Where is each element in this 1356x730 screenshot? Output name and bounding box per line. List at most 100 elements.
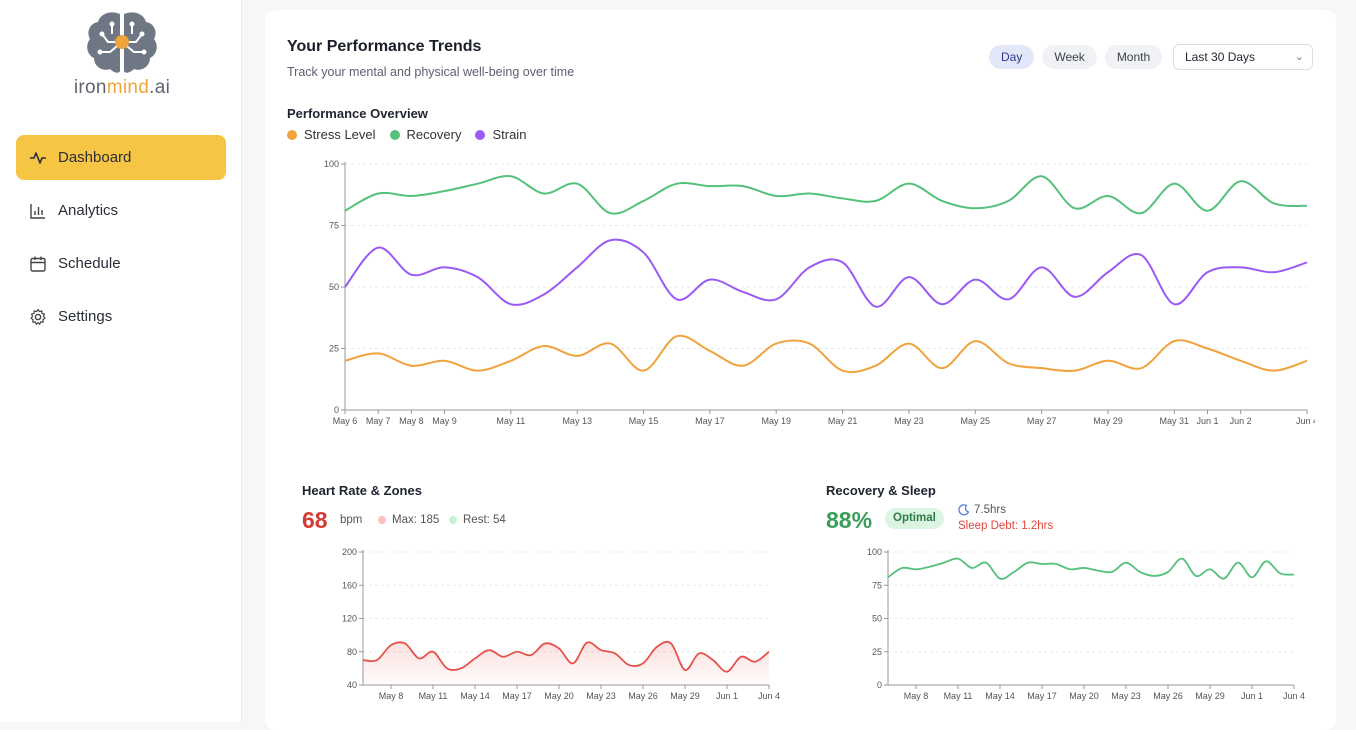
legend-label: Strain [492, 127, 526, 142]
recovery-title: Recovery & Sleep [826, 483, 936, 498]
y-tick-label: 100 [324, 159, 339, 169]
activity-icon [28, 148, 48, 168]
bar-chart-icon [28, 201, 48, 221]
performance-card: Your Performance Trends Track your menta… [265, 10, 1336, 730]
legend-item-strain[interactable]: Strain [475, 127, 526, 142]
x-tick-label: May 23 [1111, 691, 1141, 701]
heart-rate-chart: 40 80 120 160 200 May 8 May 11 May 14 May 17 May … [325, 545, 785, 711]
x-tick-label: May 20 [544, 691, 574, 701]
x-tick-label: May 19 [761, 416, 791, 426]
y-tick-label: 75 [329, 221, 339, 231]
toggle-month[interactable]: Month [1105, 45, 1162, 69]
y-tick-label: 160 [342, 580, 357, 590]
y-tick-label: 25 [872, 647, 882, 657]
x-tick-label: May 8 [379, 691, 404, 701]
x-tick-label: May 7 [366, 416, 391, 426]
x-tick-label: May 25 [961, 416, 991, 426]
x-tick-label: May 17 [695, 416, 725, 426]
y-tick-label: 80 [347, 647, 357, 657]
x-tick-label: May 9 [432, 416, 457, 426]
series-line-strain [345, 240, 1307, 307]
overview-legend: Stress Level Recovery Strain [287, 127, 526, 142]
overview-title: Performance Overview [287, 106, 428, 121]
rest-dot [449, 516, 457, 524]
sidebar-nav: Dashboard Analytics Schedule Settings [16, 135, 226, 347]
heart-rate-rest: Rest: 54 [449, 514, 506, 526]
x-tick-label: May 13 [562, 416, 592, 426]
series-line-stress-level [345, 336, 1307, 372]
toggle-week[interactable]: Week [1042, 45, 1096, 69]
x-tick-label: May 26 [1153, 691, 1183, 701]
x-tick-label: Jun 1 [716, 691, 738, 701]
max-label: Max: 185 [392, 514, 439, 526]
period-toggle-group: Day Week Month [989, 45, 1162, 69]
y-tick-label: 0 [334, 405, 339, 415]
x-tick-label: May 17 [502, 691, 532, 701]
x-tick-label: Jun 2 [1230, 416, 1252, 426]
y-tick-label: 100 [867, 547, 882, 557]
sidebar-item-label: Schedule [58, 255, 121, 272]
heart-rate-unit: bpm [340, 514, 362, 526]
legend-item-recovery[interactable]: Recovery [390, 127, 462, 142]
x-tick-label: May 11 [944, 691, 973, 701]
y-tick-label: 50 [872, 614, 882, 624]
sidebar-item-label: Settings [58, 308, 112, 325]
y-tick-label: 200 [342, 547, 357, 557]
x-tick-label: May 20 [1069, 691, 1099, 701]
y-tick-label: 75 [872, 580, 882, 590]
legend-dot [287, 130, 297, 140]
heart-rate-title: Heart Rate & Zones [302, 483, 422, 498]
x-tick-label: Jun 1 [1241, 691, 1263, 701]
x-tick-label: May 27 [1027, 416, 1057, 426]
max-dot [378, 516, 386, 524]
series-area [363, 642, 769, 685]
y-tick-label: 120 [342, 614, 357, 624]
rest-label: Rest: 54 [463, 514, 506, 526]
range-select-value: Last 30 Days [1185, 50, 1255, 64]
sidebar-item-analytics[interactable]: Analytics [16, 188, 226, 233]
brain-logo-icon [82, 8, 162, 76]
x-tick-label: May 8 [399, 416, 424, 426]
page-subtitle: Track your mental and physical well-bein… [287, 65, 574, 79]
legend-label: Recovery [407, 127, 462, 142]
x-tick-label: May 14 [985, 691, 1015, 701]
y-tick-label: 0 [877, 680, 882, 690]
moon-icon [958, 504, 970, 516]
x-tick-label: May 31 [1160, 416, 1190, 426]
range-select[interactable]: Last 30 Days ⌄ [1173, 44, 1313, 70]
x-tick-label: Jun 4 [758, 691, 780, 701]
recovery-value: 88% [826, 507, 872, 534]
brand-logo[interactable]: ironmind.ai [62, 8, 182, 108]
x-tick-label: May 29 [670, 691, 700, 701]
x-tick-label: May 11 [496, 416, 525, 426]
sidebar-item-schedule[interactable]: Schedule [16, 241, 226, 286]
sidebar-item-label: Analytics [58, 202, 118, 219]
x-tick-label: May 6 [333, 416, 358, 426]
x-tick-label: May 17 [1027, 691, 1057, 701]
y-tick-label: 40 [347, 680, 357, 690]
x-tick-label: May 14 [460, 691, 490, 701]
legend-item-stress[interactable]: Stress Level [287, 127, 376, 142]
sidebar-item-label: Dashboard [58, 149, 131, 166]
toggle-day[interactable]: Day [989, 45, 1034, 69]
x-tick-label: May 29 [1195, 691, 1225, 701]
legend-label: Stress Level [304, 127, 376, 142]
x-tick-label: Jun 1 [1196, 416, 1218, 426]
y-tick-label: 50 [329, 282, 339, 292]
series-line-main [888, 559, 1294, 579]
x-tick-label: Jun 4 [1296, 416, 1315, 426]
brand-name: ironmind.ai [62, 77, 182, 99]
x-tick-label: May 26 [628, 691, 658, 701]
sidebar-item-dashboard[interactable]: Dashboard [16, 135, 226, 180]
performance-overview-chart: 0 25 50 75 100 May 6 May 7 May 8 May 9 May 11 May … [315, 158, 1315, 436]
x-tick-label: May 15 [629, 416, 659, 426]
page-title: Your Performance Trends [287, 38, 481, 56]
sidebar-item-settings[interactable]: Settings [16, 294, 226, 339]
y-tick-label: 25 [329, 344, 339, 354]
legend-dot [475, 130, 485, 140]
sleep-value: 7.5hrs [974, 504, 1006, 516]
x-tick-label: May 21 [828, 416, 858, 426]
heart-rate-max: Max: 185 [378, 514, 439, 526]
x-tick-label: May 11 [419, 691, 448, 701]
sleep-hours: 7.5hrs [958, 504, 1006, 516]
